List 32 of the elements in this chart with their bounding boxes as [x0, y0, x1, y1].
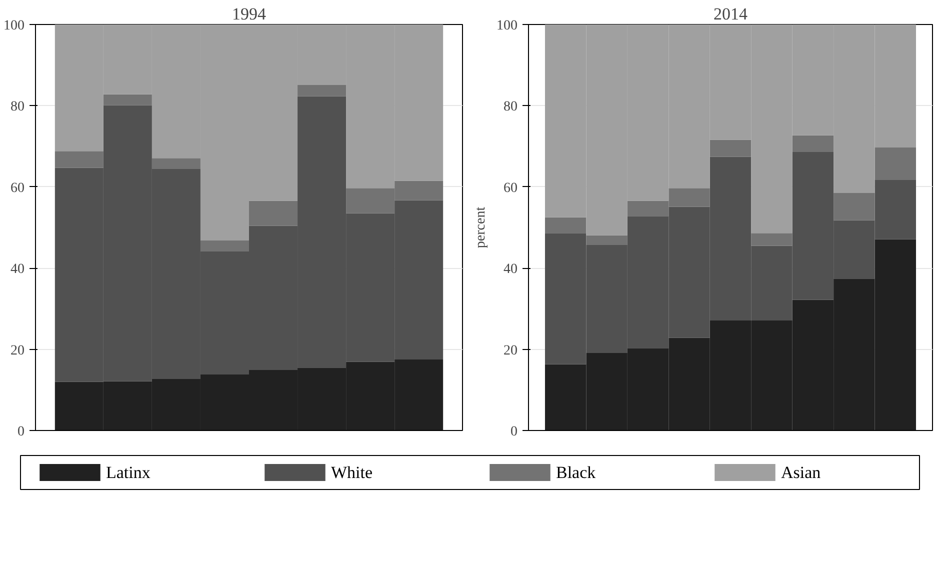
- y-tick-label: 0: [510, 424, 518, 440]
- y-tick-label: 60: [504, 180, 518, 196]
- bar: [249, 200, 298, 226]
- bar: [544, 217, 586, 234]
- legend-label: White: [331, 463, 373, 482]
- y-tick-label: 60: [10, 180, 24, 196]
- y-tick-label: 80: [10, 100, 24, 115]
- bar: [586, 235, 628, 245]
- bar: [710, 140, 752, 157]
- y-tick-label: 80: [504, 100, 518, 115]
- bar: [103, 94, 152, 106]
- bar: [152, 158, 200, 170]
- bar: [792, 135, 834, 152]
- y-tick-label: 20: [504, 343, 518, 358]
- y-tick-label: 100: [4, 18, 24, 34]
- legend-label: Latinx: [106, 463, 151, 482]
- legend-label: Black: [556, 463, 596, 482]
- chart-title: 1994: [232, 4, 266, 24]
- y-tick-label: 20: [10, 343, 24, 358]
- bar: [298, 84, 346, 96]
- y-tick-label: 0: [18, 424, 24, 440]
- y-tick-label: 100: [496, 18, 518, 34]
- y-axis-title: percent: [474, 206, 488, 248]
- y-tick-label: 40: [10, 262, 24, 278]
- bar: [200, 240, 249, 252]
- bar: [54, 151, 104, 168]
- chart-title: 2014: [714, 4, 748, 24]
- bar: [834, 192, 875, 220]
- bar: [751, 233, 792, 246]
- legend-label: Asian: [781, 463, 822, 482]
- bar: [874, 148, 916, 180]
- y-tick-label: 40: [504, 262, 518, 278]
